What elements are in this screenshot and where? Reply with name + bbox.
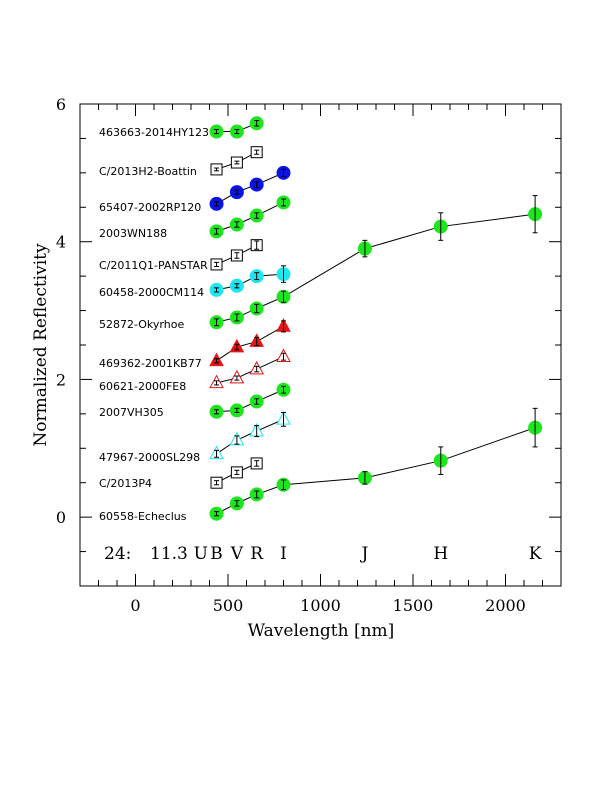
series-label: 60621-2000FE8 <box>99 380 186 393</box>
series-65407-2002RP120 <box>209 165 291 211</box>
series-label: C/2013H2-Boattin <box>99 165 197 178</box>
x-tick-label: 0 <box>130 596 140 615</box>
series-line <box>216 325 284 362</box>
series-line <box>216 213 536 323</box>
series-60621-2000FE8 <box>209 348 291 389</box>
series-label: 65407-2002RP120 <box>99 201 201 214</box>
series-label: 60458-2000CM114 <box>99 286 204 299</box>
y-tick-label: 6 <box>56 95 66 114</box>
series-52872-Okyrhoe <box>209 195 543 330</box>
y-tick-label: 4 <box>56 233 66 252</box>
annotation-prefix: 24: <box>104 544 131 564</box>
series-C/2013H2-Boattin <box>210 146 263 176</box>
series-line <box>216 356 284 384</box>
x-axis-label: Wavelength [nm] <box>248 621 395 641</box>
axis-tick-labels: 0 500 1000 1500 2000 0 2 4 6 <box>56 95 526 615</box>
series-label: 2003WN188 <box>99 227 167 240</box>
series-469362-2001KB77 <box>209 318 291 367</box>
y-axis-label: Normalized Reflectivity <box>31 243 51 447</box>
series-label: 2007VH305 <box>99 406 164 419</box>
band-label-H: H <box>433 544 448 564</box>
series-label: 52872-Okyrhoe <box>99 318 184 331</box>
band-label-I: I <box>280 544 287 564</box>
series-line <box>216 273 284 291</box>
y-tick-label: 2 <box>56 370 66 389</box>
series-line <box>216 172 284 205</box>
y-tick-label: 0 <box>56 508 66 527</box>
axis-ticks <box>80 103 561 587</box>
series-2003WN188 <box>209 195 291 239</box>
x-tick-label: 1500 <box>393 596 434 615</box>
series-label: 463663-2014HY123 <box>99 126 209 139</box>
series-label: 60558-Echeclus <box>99 510 187 523</box>
band-label-K: K <box>529 544 542 564</box>
band-label-J: J <box>359 544 368 564</box>
series-label: C/2011Q1-PANSTAR <box>99 259 208 272</box>
band-label-V: V <box>230 544 244 564</box>
series-line <box>216 202 284 232</box>
x-tick-label: 2000 <box>485 596 526 615</box>
series-labels: 463663-2014HY123 C/2013H2-Boattin 65407-20… <box>99 126 209 523</box>
series-label: 47967-2000SL298 <box>99 451 200 464</box>
series-C/2011Q1-PANSTAR <box>210 239 263 271</box>
series-60458-2000CM114 <box>209 265 291 297</box>
series-line <box>216 427 536 515</box>
series-label: C/2013P4 <box>99 477 152 490</box>
series-layer <box>209 116 543 521</box>
series-463663-2014HY123 <box>209 116 264 139</box>
series-label: 469362-2001KB77 <box>99 357 202 370</box>
x-tick-label: 500 <box>213 596 244 615</box>
annotation-value: 11.3 <box>150 544 188 564</box>
series-C/2013P4 <box>210 457 263 489</box>
band-label-R: R <box>250 544 264 564</box>
series-line <box>216 418 284 455</box>
series-line <box>216 389 284 413</box>
band-label-U: U <box>194 544 208 564</box>
series-47967-2000SL298 <box>209 411 291 460</box>
series-2007VH305 <box>209 382 291 419</box>
series-60558-Echeclus <box>209 407 543 521</box>
band-label-B: B <box>210 544 223 564</box>
x-tick-label: 1000 <box>300 596 341 615</box>
